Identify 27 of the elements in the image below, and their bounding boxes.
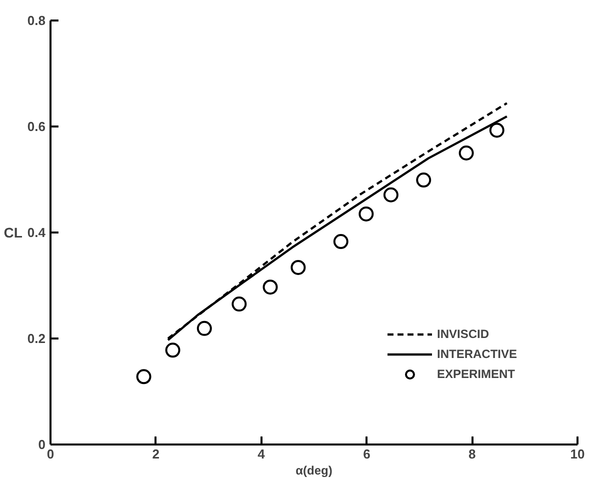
x-axis-title: α(deg): [296, 464, 332, 478]
point: [358, 206, 374, 222]
point: [232, 296, 247, 312]
point: [333, 234, 348, 249]
legend-label: INVISCID: [436, 327, 489, 341]
legend-label: EXPERIMENT: [436, 367, 515, 381]
x-tick-label: 2: [152, 446, 160, 462]
point: [458, 146, 474, 160]
x-tick-label: 4: [258, 446, 266, 462]
x-tick-label: 6: [363, 446, 370, 462]
y-tick-label: 0.2: [27, 331, 46, 346]
y-tick-label: 0.6: [27, 119, 46, 134]
point: [262, 280, 278, 295]
x-tick-label: 8: [468, 446, 476, 462]
point: [416, 172, 432, 188]
legend-label: INTERACTIVE: [436, 347, 517, 361]
y-tick-label: 0.8: [27, 13, 46, 28]
x-tick-label: 10: [570, 446, 585, 462]
y-axis-title: CL: [4, 224, 23, 240]
y-tick-label: 0: [38, 437, 46, 452]
y-tick-label: 0.4: [27, 225, 46, 240]
point: [165, 342, 180, 358]
point: [290, 260, 306, 275]
point: [196, 320, 212, 336]
point: [489, 122, 504, 138]
point: [383, 187, 398, 202]
point: [136, 369, 152, 384]
